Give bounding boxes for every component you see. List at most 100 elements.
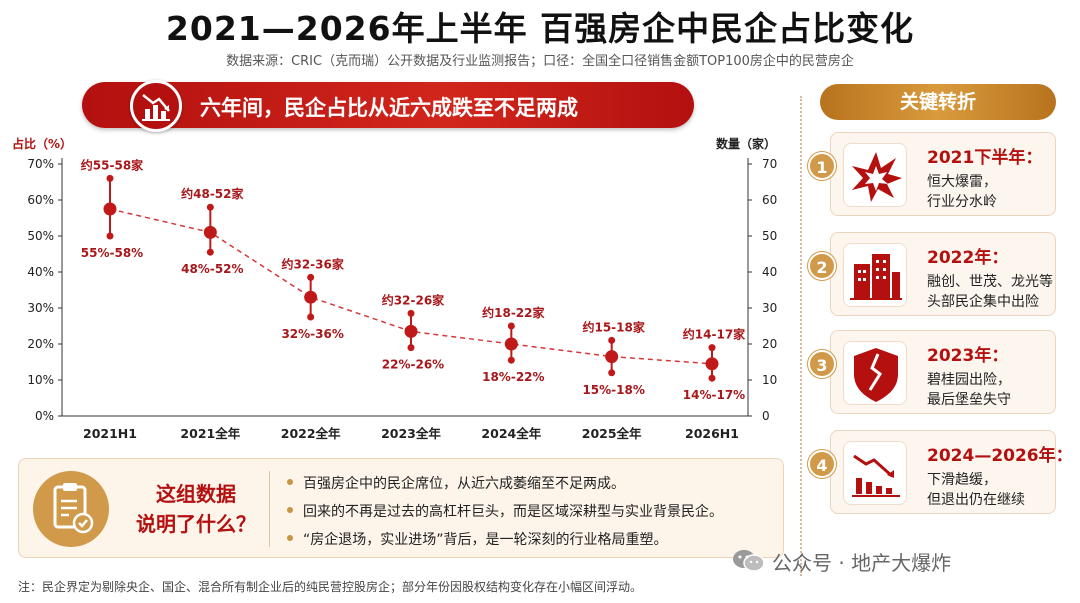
- section-divider: [800, 96, 802, 576]
- page-title: 2021—2026年上半年 百强房企中民企占比变化: [165, 9, 915, 48]
- explain-bullet: “房企退场，实业进场”背后，是一轮深刻的行业格局重塑。: [287, 529, 668, 549]
- x-tick-label: 2021全年: [180, 426, 240, 441]
- range-low-point: [106, 232, 114, 240]
- share-data-label: 55%-58%: [81, 246, 143, 260]
- key-turn-line: 碧桂园出险，: [927, 372, 1011, 388]
- wechat-icon: [732, 549, 766, 573]
- explain-question-line2: 说明了什么？: [136, 512, 256, 536]
- share-data-label: 22%-26%: [382, 358, 444, 372]
- declining-bar-icon: [130, 80, 182, 132]
- y-tick-label-right: 50: [762, 229, 777, 243]
- range-high-point: [106, 174, 114, 182]
- explain-bullet: 回来的不再是过去的高杠杆巨头，而是区域深耕型与实业背景民企。: [287, 501, 723, 521]
- key-turn-line: 恒大爆雷，: [927, 174, 997, 190]
- count-data-label: 约55-58家: [81, 157, 144, 172]
- y-tick-label-right: 30: [762, 301, 777, 315]
- key-turn-line: 头部民企集中出险: [927, 294, 1039, 310]
- x-tick-label: 2021H1: [83, 426, 137, 441]
- share-data-label: 15%-18%: [582, 383, 644, 397]
- midpoint-marker: [605, 350, 619, 364]
- clipboard-check-icon: [33, 471, 109, 547]
- key-turn-number: 4: [808, 450, 836, 478]
- range-high-point: [307, 273, 315, 281]
- key-turn-title: 2022年：: [927, 248, 1009, 268]
- count-data-label: 约48-52家: [181, 186, 244, 201]
- share-data-label: 32%-36%: [281, 327, 343, 341]
- key-turns-header: 关键转折: [820, 84, 1056, 120]
- key-turn-card: 2021下半年： 恒大爆雷， 行业分水岭: [830, 132, 1056, 216]
- range-low-point: [608, 369, 616, 377]
- count-data-label: 约14-17家: [683, 327, 746, 342]
- x-tick-label: 2024全年: [481, 426, 541, 441]
- y-tick-label-left: 60%: [27, 193, 54, 207]
- y-tick-label-left: 20%: [27, 337, 54, 351]
- y-tick-label-left: 0%: [35, 409, 54, 423]
- y-tick-label-right: 0: [762, 409, 770, 423]
- key-turn-title: 2023年：: [927, 346, 1009, 366]
- y-tick-label-left: 70%: [27, 157, 54, 171]
- range-high-point: [206, 203, 214, 211]
- count-data-label: 约32-36家: [281, 256, 344, 271]
- range-low-point: [708, 374, 716, 382]
- range-high-point: [507, 322, 515, 330]
- range-low-point: [206, 248, 214, 256]
- watermark: 公众号 · 地产大爆炸: [772, 551, 952, 575]
- y-tick-label-right: 20: [762, 337, 777, 351]
- key-turn-title: 2021下半年：: [927, 148, 1043, 168]
- midpoint-marker: [504, 337, 518, 351]
- key-turn-line: 但退出仍在继续: [927, 492, 1025, 508]
- x-tick-label: 2025全年: [582, 426, 642, 441]
- count-data-label: 约15-18家: [582, 319, 645, 334]
- key-turn-line: 下滑趋缓，: [927, 472, 997, 488]
- headline-banner: [82, 82, 694, 128]
- key-turn-line: 最后堡垒失守: [927, 392, 1011, 408]
- key-turn-card: 2024—2026年： 下滑趋缓， 但退出仍在继续: [830, 430, 1073, 514]
- range-high-point: [608, 336, 616, 344]
- count-data-label: 约18-22家: [482, 305, 545, 320]
- key-turn-line: 行业分水岭: [927, 194, 997, 210]
- key-turn-number: 1: [808, 152, 836, 180]
- broken-shield-icon: [843, 341, 907, 405]
- page-subtitle: 数据来源：CRIC（克而瑞）公开数据及行业监测报告；口径：全国全口径销售金额TO…: [226, 54, 854, 69]
- key-turn-line: 融创、世茂、龙光等: [927, 274, 1053, 290]
- y-tick-label-right: 10: [762, 373, 777, 387]
- midpoint-marker: [404, 324, 418, 338]
- share-data-label: 48%-52%: [181, 262, 243, 276]
- y-tick-label-right: 40: [762, 265, 777, 279]
- x-tick-label: 2023全年: [381, 426, 441, 441]
- explain-question-line1: 这组数据: [156, 482, 236, 506]
- midpoint-marker: [203, 225, 217, 239]
- buildings-icon: [843, 243, 907, 307]
- key-turn-number: 2: [808, 252, 836, 280]
- x-tick-label: 2026H1: [685, 426, 739, 441]
- explain-bullet: 百强房企中的民企席位，从近六成萎缩至不足两成。: [287, 473, 625, 493]
- key-turn-card: 2022年： 融创、世茂、龙光等 头部民企集中出险: [830, 232, 1056, 316]
- share-data-label: 18%-22%: [482, 370, 544, 384]
- midpoint-marker: [304, 290, 318, 304]
- range-low-point: [307, 313, 315, 321]
- range-high-point: [708, 344, 716, 352]
- y-tick-label-right: 70: [762, 157, 777, 171]
- x-tick-label: 2022全年: [281, 426, 341, 441]
- key-turn-number: 3: [808, 350, 836, 378]
- midpoint-marker: [705, 357, 719, 371]
- y-tick-label-left: 10%: [27, 373, 54, 387]
- y-axis-left-label: 占比（%）: [12, 136, 72, 151]
- declining-chart-icon: [843, 441, 907, 505]
- y-tick-label-right: 60: [762, 193, 777, 207]
- y-axis-right-label: 数量（家）: [716, 136, 776, 151]
- banner-text: 六年间，民企占比从近六成跌至不足两成: [200, 96, 578, 120]
- y-tick-label-left: 50%: [27, 229, 54, 243]
- key-turn-title: 2024—2026年：: [927, 446, 1073, 466]
- range-high-point: [407, 309, 415, 317]
- explosion-icon: [843, 143, 907, 207]
- range-low-point: [507, 356, 515, 364]
- y-tick-label-left: 30%: [27, 301, 54, 315]
- explain-panel: 这组数据 说明了什么？ 百强房企中的民企席位，从近六成萎缩至不足两成。 回来的不…: [18, 458, 784, 558]
- midpoint-marker: [103, 202, 117, 216]
- y-tick-label-left: 40%: [27, 265, 54, 279]
- explain-separator: [269, 471, 270, 547]
- share-data-label: 14%-17%: [683, 388, 745, 402]
- footnote: 注：民企界定为剔除央企、国企、混合所有制企业后的纯民营控股房企；部分年份因股权结…: [18, 580, 643, 594]
- key-turn-card: 2023年： 碧桂园出险， 最后堡垒失守: [830, 330, 1056, 414]
